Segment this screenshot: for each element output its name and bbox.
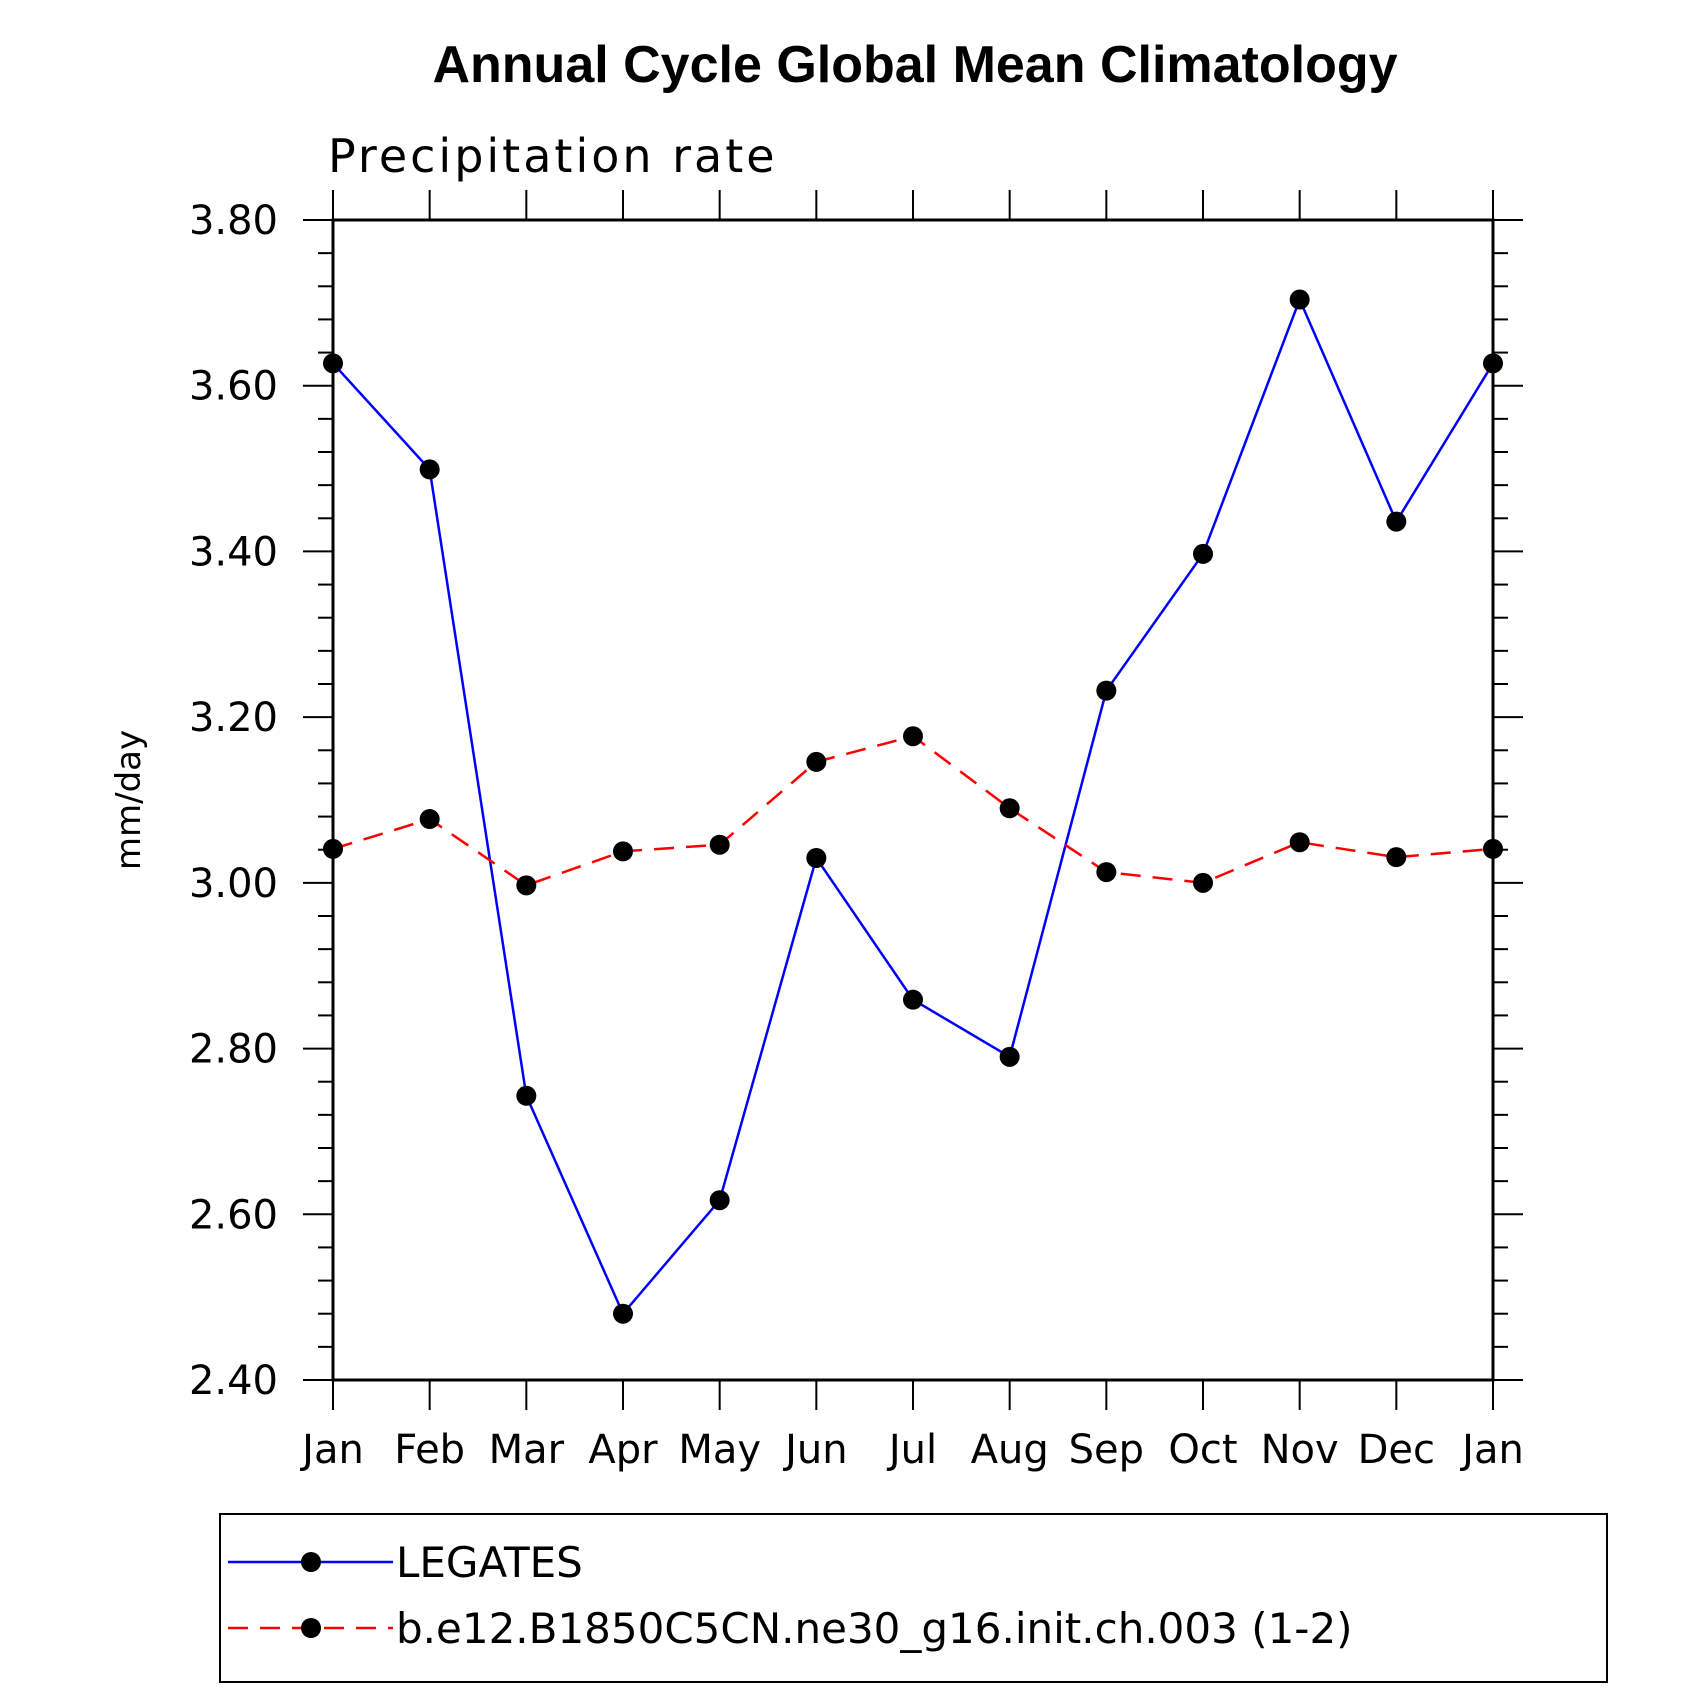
y-axis-ticks: 2.40 2.60 2.80 3.00 3.20 3.40 3.60 3.80	[189, 198, 1523, 1404]
x-tick-label: Jan	[299, 1427, 364, 1473]
legend-label-1: LEGATES	[396, 1538, 583, 1587]
chart-title: Annual Cycle Global Mean Climatology	[432, 36, 1397, 94]
series-2-point	[613, 841, 633, 862]
x-tick-label: May	[678, 1427, 761, 1473]
series-2-point	[1096, 862, 1117, 883]
series-1-point	[1483, 353, 1503, 374]
legend-label-2: b.e12.B1850C5CN.ne30_g16.init.ch.003 (1-…	[396, 1604, 1353, 1653]
series-2-point	[323, 838, 343, 859]
y-tick-label: 2.60	[189, 1192, 278, 1238]
x-tick-label: Aug	[971, 1427, 1049, 1473]
series-2-point	[1289, 832, 1310, 853]
series-1-point	[1193, 543, 1213, 564]
series-1-point	[323, 353, 343, 374]
series-2-point	[806, 751, 827, 772]
x-tick-label: Mar	[489, 1427, 565, 1473]
series-2-point	[419, 809, 440, 830]
series-1-point	[999, 1046, 1020, 1067]
series-1-point	[1289, 289, 1310, 310]
x-tick-label: Sep	[1069, 1427, 1144, 1473]
series-2-point	[1386, 847, 1407, 868]
x-axis-ticks: Jan Feb Mar Apr May Jun Jul Aug Sep Oct Nov Dec Jan	[299, 190, 1524, 1473]
plot-frame	[331, 218, 1495, 1382]
series-2-point	[1483, 838, 1503, 859]
series-layer	[323, 289, 1503, 1324]
series-line-2	[332, 734, 1494, 887]
y-tick-label: 3.20	[189, 695, 278, 741]
x-tick-label: Apr	[588, 1427, 658, 1473]
series-1-point	[613, 1303, 633, 1324]
series-1-point	[903, 989, 923, 1010]
y-tick-label: 3.80	[189, 198, 278, 244]
legend: LEGATES b.e12.B1850C5CN.ne30_g16.init.ch.…	[219, 1513, 1608, 1683]
series-2-point	[903, 726, 923, 747]
series-line-1	[332, 296, 1495, 1317]
x-tick-label: Feb	[394, 1427, 465, 1473]
plot-area: 2.40 2.60 2.80 3.00 3.20 3.40 3.60 3.80 Jan Feb M…	[189, 190, 1524, 1473]
x-tick-label: Dec	[1358, 1427, 1435, 1473]
x-tick-label: Oct	[1168, 1427, 1237, 1473]
x-tick-label: Nov	[1261, 1427, 1339, 1473]
y-tick-label: 3.40	[189, 529, 278, 575]
legend-marker-1	[301, 1552, 321, 1572]
x-tick-label: Jul	[886, 1427, 937, 1473]
y-tick-label: 3.60	[189, 364, 278, 410]
y-axis-label: mm/day	[109, 730, 149, 870]
series-2-point	[516, 875, 537, 896]
y-tick-label: 3.00	[189, 861, 278, 907]
legend-box	[219, 1513, 1608, 1683]
series-1-point	[1096, 680, 1117, 701]
series-1-point	[419, 459, 440, 480]
series-2-point	[999, 798, 1020, 819]
series-1-point	[1386, 511, 1407, 532]
x-tick-label: Jun	[782, 1427, 848, 1473]
x-tick-label: Jan	[1459, 1427, 1524, 1473]
y-tick-label: 2.80	[189, 1027, 278, 1073]
series-1-point	[806, 848, 827, 868]
series-2-point	[709, 834, 730, 855]
chart-subtitle: Precipitation rate	[328, 129, 778, 183]
legend-items: LEGATES b.e12.B1850C5CN.ne30_g16.init.ch.…	[228, 1538, 1353, 1653]
series-2-point	[1193, 872, 1213, 893]
series-1-point	[516, 1085, 537, 1106]
y-tick-label: 2.40	[189, 1358, 278, 1404]
legend-marker-2	[301, 1618, 321, 1638]
series-1-point	[709, 1190, 730, 1211]
